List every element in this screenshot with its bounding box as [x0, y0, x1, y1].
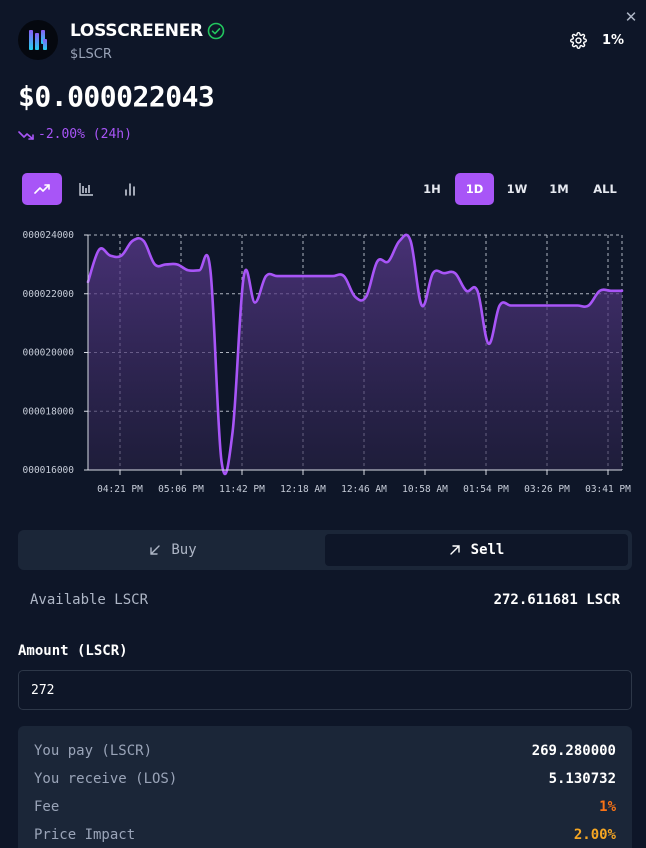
candlestick-icon	[79, 183, 93, 196]
range-1m-button[interactable]: 1M	[549, 182, 569, 196]
price-area	[88, 234, 622, 474]
trend-down-icon	[18, 130, 34, 140]
available-value: 272.611681 LSCR	[493, 592, 620, 608]
token-ticker: $LSCR	[70, 47, 112, 62]
tab-buy-label: Buy	[171, 542, 197, 558]
summary-row-pay: You pay (LSCR) 269.280000	[34, 743, 616, 763]
summary-value: 269.280000	[531, 743, 616, 759]
x-tick-label: 03:26 PM	[524, 484, 570, 495]
price-chart[interactable]: 000024000 000022000 000020000 000018000 0000…	[0, 220, 646, 500]
amount-input[interactable]	[18, 670, 632, 710]
range-1d-button[interactable]: 1D	[455, 173, 494, 205]
x-tick-label: 12:18 AM	[280, 484, 326, 495]
y-tick-label: 000024000	[23, 230, 75, 241]
x-tick-label: 04:21 PM	[97, 484, 143, 495]
summary-value: 5.130732	[548, 771, 616, 787]
chart-type-line-button[interactable]	[22, 173, 62, 205]
arrow-up-right-icon	[449, 545, 460, 555]
x-tick-label: 11:42 PM	[219, 484, 265, 495]
summary-row-price-impact: Price Impact 2.00%	[34, 827, 616, 847]
x-tick-label: 10:58 AM	[402, 484, 448, 495]
x-tick-label: 05:06 PM	[158, 484, 204, 495]
summary-label: Price Impact	[34, 827, 136, 843]
trade-tabs: Buy Sell	[18, 530, 632, 570]
token-logo	[18, 20, 58, 60]
bar-chart-icon	[125, 183, 135, 196]
y-tick-label: 000022000	[23, 289, 75, 300]
summary-label: Fee	[34, 799, 60, 815]
summary-label: You receive (LOS)	[34, 771, 178, 787]
slippage-value[interactable]: 1%	[601, 33, 625, 48]
tab-sell-label: Sell	[470, 542, 505, 558]
x-tick-label: 03:41 PM	[585, 484, 631, 495]
trade-summary: You pay (LSCR) 269.280000 You receive (L…	[18, 726, 632, 848]
x-tick-label: 01:54 PM	[463, 484, 509, 495]
range-1w-button[interactable]: 1W	[506, 182, 528, 196]
x-tick-label: 12:46 AM	[341, 484, 387, 495]
available-label: Available LSCR	[30, 592, 149, 608]
chart-type-bar-button[interactable]	[110, 173, 150, 205]
y-tick-label: 000016000	[23, 465, 75, 476]
tab-sell[interactable]: Sell	[325, 534, 628, 566]
summary-row-fee: Fee 1%	[34, 799, 616, 819]
token-name: LOSSCREENER	[70, 21, 203, 41]
summary-value: 2.00%	[573, 827, 616, 843]
current-price: $0.000022043	[18, 80, 215, 113]
close-icon[interactable]: ✕	[624, 8, 638, 26]
verified-check-icon	[207, 22, 225, 40]
y-tick-label: 000020000	[23, 348, 75, 359]
range-1h-button[interactable]: 1H	[423, 182, 441, 196]
gear-icon[interactable]	[570, 32, 587, 49]
chart-type-candle-button[interactable]	[66, 173, 106, 205]
summary-value: 1%	[599, 799, 616, 815]
summary-row-receive: You receive (LOS) 5.130732	[34, 771, 616, 791]
price-line	[86, 233, 624, 476]
price-change-text: -2.00% (24h)	[38, 127, 132, 142]
amount-label: Amount (LSCR)	[18, 643, 128, 659]
chart-axes: 000024000 000022000 000020000 000018000 0000…	[23, 230, 632, 495]
summary-label: You pay (LSCR)	[34, 743, 153, 759]
arrow-down-left-icon	[150, 545, 161, 555]
tab-buy[interactable]: Buy	[22, 534, 324, 566]
trend-line-icon	[34, 184, 50, 194]
range-all-button[interactable]: ALL	[593, 182, 617, 196]
y-tick-label: 000018000	[23, 406, 75, 417]
logo-icon	[29, 30, 47, 50]
price-change: -2.00% (24h)	[18, 127, 132, 142]
